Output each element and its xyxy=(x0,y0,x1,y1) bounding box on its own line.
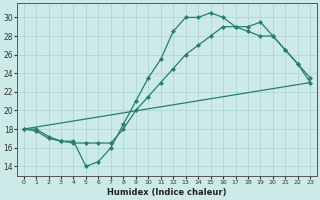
X-axis label: Humidex (Indice chaleur): Humidex (Indice chaleur) xyxy=(107,188,227,197)
